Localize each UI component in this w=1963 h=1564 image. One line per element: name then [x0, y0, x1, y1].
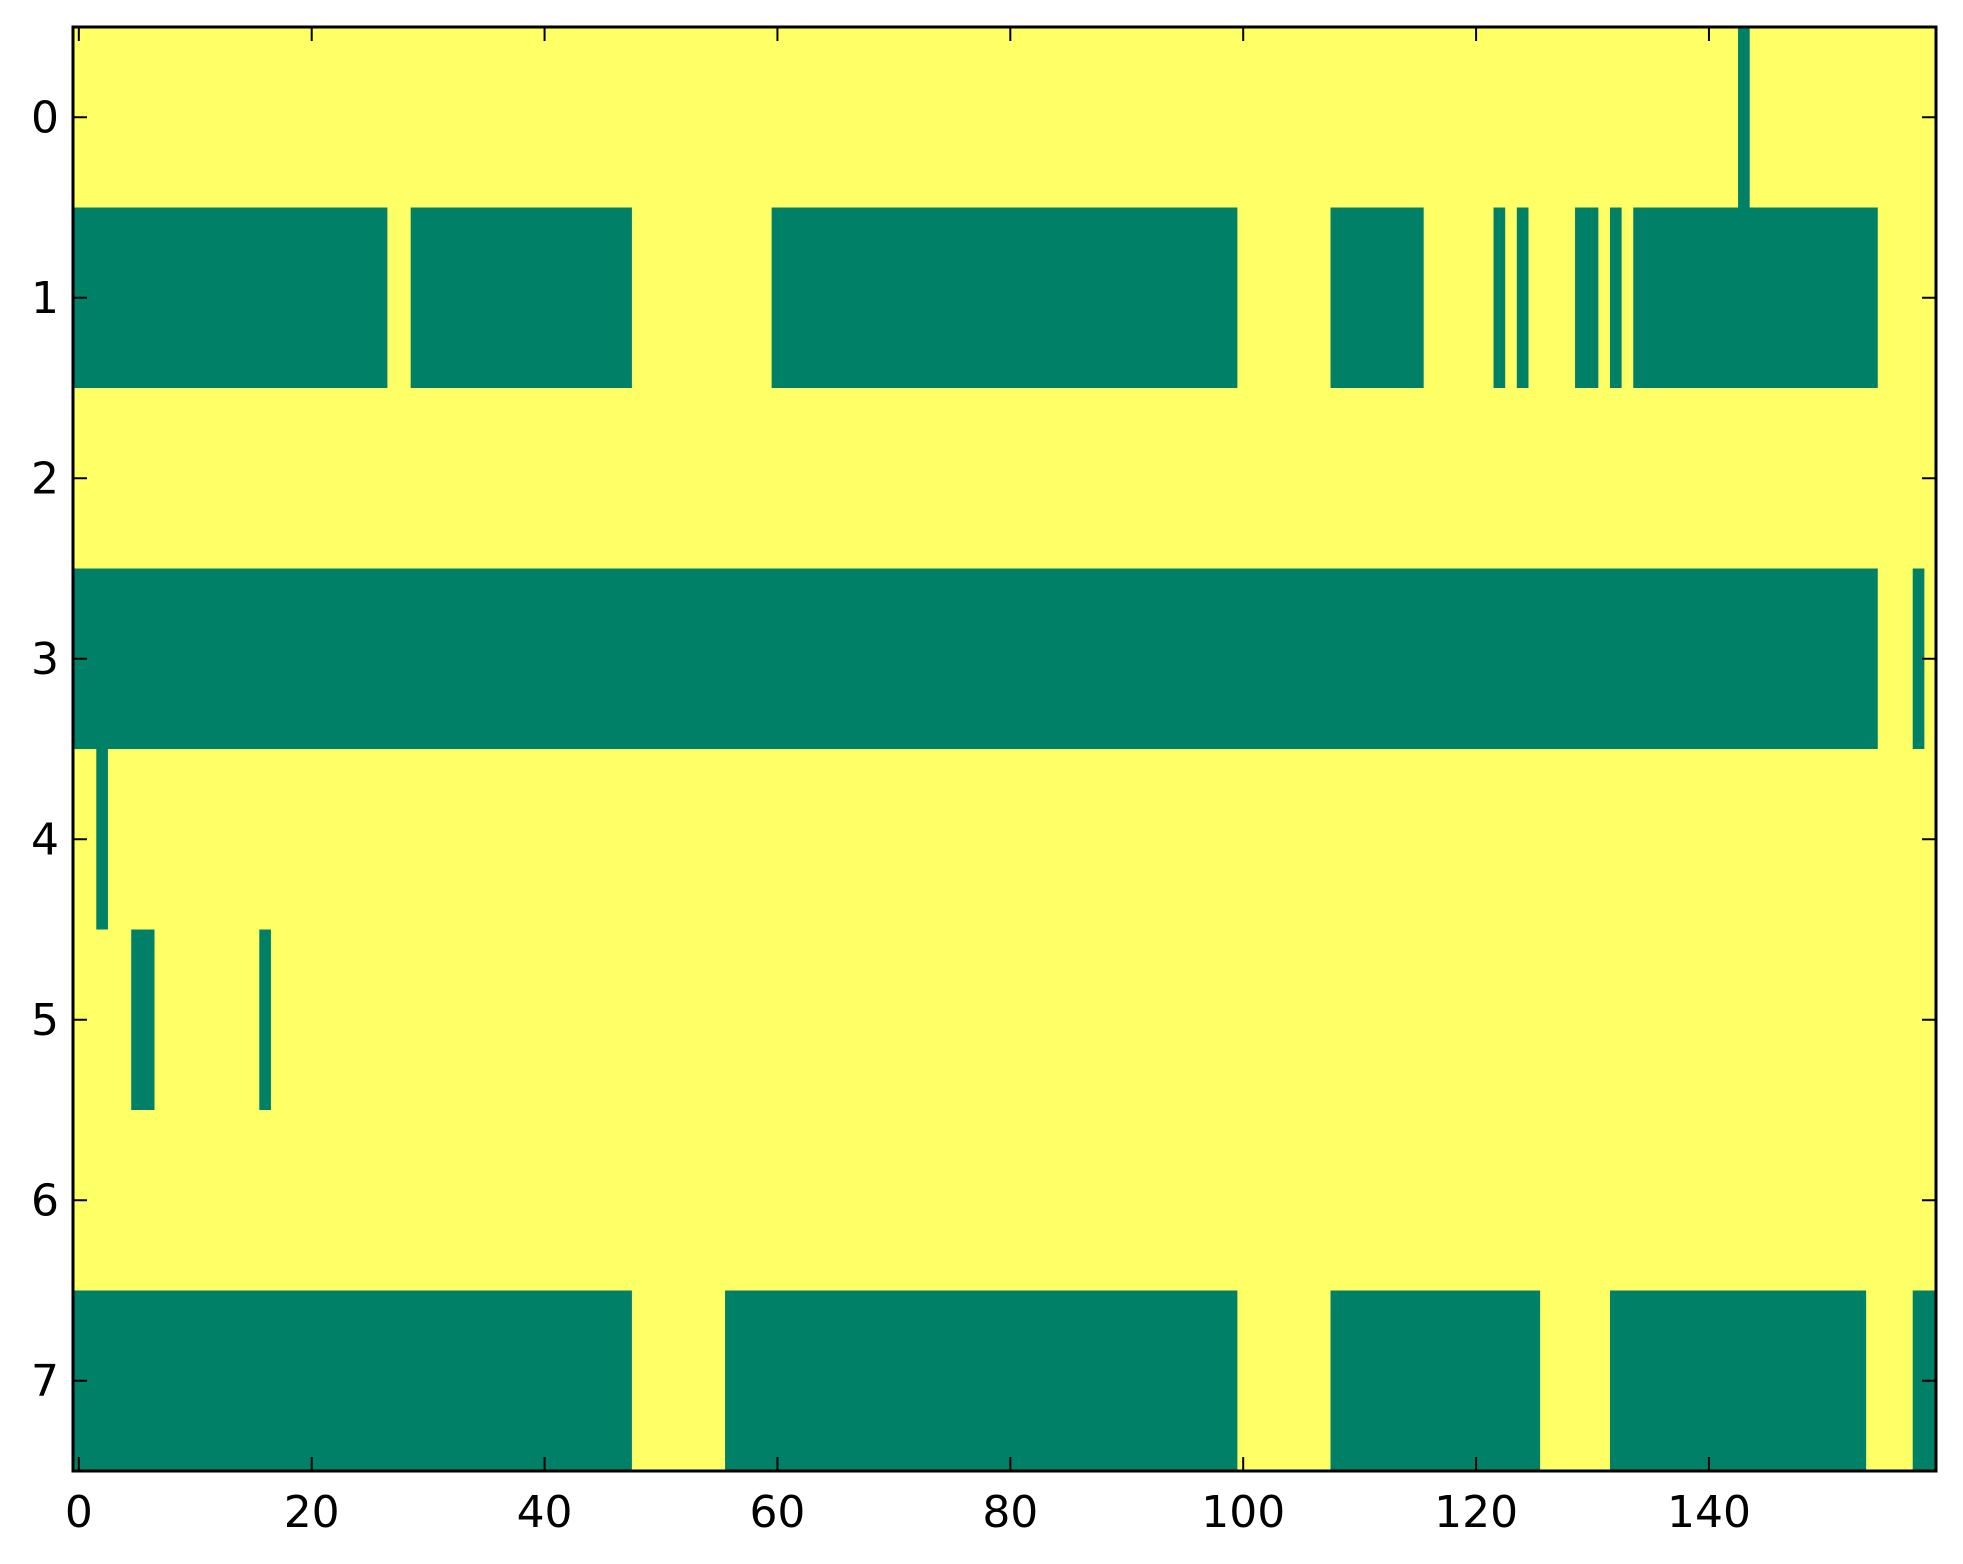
y-tick-label-0: 0 [31, 92, 59, 143]
x-tick-label-1: 20 [284, 1487, 340, 1538]
heatmap-cell-row-1-run-1 [410, 207, 632, 388]
x-tick-label-2: 40 [517, 1487, 573, 1538]
heatmap-cell-row-7-run-3 [1609, 1290, 1867, 1471]
plot-frame [71, 25, 1938, 1473]
x-tick-label-4: 80 [982, 1487, 1038, 1538]
heatmap-cell-row-3-run-0 [73, 568, 1878, 749]
y-tick-label-6: 6 [31, 1175, 59, 1226]
heatmap-cell-row-5-run-1 [259, 929, 271, 1110]
y-tick-label-2: 2 [31, 453, 59, 504]
heatmap-cell-row-7-run-2 [1330, 1290, 1541, 1471]
heatmap-cell-row-0-run-0 [1738, 27, 1750, 208]
x-tick-label-6: 120 [1434, 1487, 1518, 1538]
heatmap-cells [73, 27, 1936, 1471]
x-tick-label-5: 100 [1201, 1487, 1285, 1538]
y-tick-label-1: 1 [31, 273, 59, 324]
heatmap-cell-row-5-run-0 [131, 929, 155, 1110]
heatmap-cell-row-4-run-0 [96, 749, 108, 930]
heatmap-cell-row-1-run-7 [1609, 207, 1622, 388]
heatmap-cell-row-1-run-4 [1493, 207, 1506, 388]
x-axis: 0 20 40 60 80 100 120 140 [65, 27, 1751, 1538]
heatmap-cell-row-1-run-0 [73, 207, 388, 388]
y-tick-label-4: 4 [31, 814, 59, 865]
heatmap-cell-row-3-run-1 [1912, 568, 1925, 749]
y-tick-label-5: 5 [31, 995, 59, 1046]
heatmap-cell-row-1-run-8 [1633, 207, 1878, 388]
heatmap-cell-row-1-run-6 [1575, 207, 1599, 388]
heatmap-cell-row-7-run-1 [725, 1290, 1238, 1471]
y-axis: 0 1 2 3 4 5 6 7 [31, 92, 1936, 1407]
heatmap-cell-row-1-run-2 [771, 207, 1238, 388]
x-tick-label-3: 60 [749, 1487, 805, 1538]
x-tick-label-7: 140 [1667, 1487, 1751, 1538]
heatmap-cell-row-1-run-5 [1516, 207, 1529, 388]
heatmap-cell-row-7-run-0 [73, 1290, 632, 1471]
y-tick-label-7: 7 [31, 1356, 59, 1407]
heatmap-cell-row-1-run-3 [1330, 207, 1424, 388]
y-tick-label-3: 3 [31, 634, 59, 685]
x-tick-label-0: 0 [65, 1487, 93, 1538]
